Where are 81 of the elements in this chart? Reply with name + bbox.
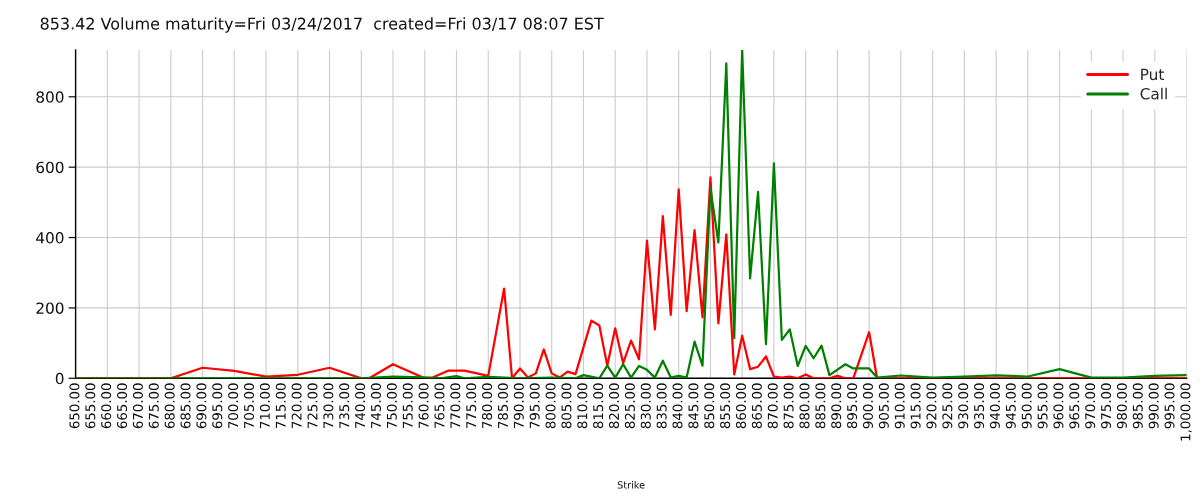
x-tick-label: 815.00 xyxy=(593,383,604,429)
x-tick-label: 745.00 xyxy=(370,383,382,429)
x-tick-label: 850.00 xyxy=(704,383,715,429)
x-tick-label: 955.00 xyxy=(1037,383,1048,429)
x-tick-label: 865.00 xyxy=(751,383,762,429)
x-tick-label: 715.00 xyxy=(275,383,286,429)
x-tick-label: 775.00 xyxy=(466,383,477,429)
x-tick-label: 940.00 xyxy=(989,383,1000,429)
y-tick-label: 600 xyxy=(36,161,64,174)
x-tick-label: 680.00 xyxy=(164,383,175,429)
x-tick-label: 860.00 xyxy=(735,383,747,429)
x-tick-label: 785.00 xyxy=(497,383,508,429)
y-tick-label: 0 xyxy=(55,372,64,385)
x-tick-label: 755.00 xyxy=(402,383,413,429)
x-tick-label: 985.00 xyxy=(1132,383,1143,429)
x-tick-label: 965.00 xyxy=(1069,383,1080,429)
x-tick-label: 900.00 xyxy=(862,383,874,429)
x-tick-label: 810.00 xyxy=(577,383,588,429)
x-tick-label: 780.00 xyxy=(482,383,493,429)
x-tick-label: 725.00 xyxy=(307,383,318,429)
x-tick-label: 800.00 xyxy=(545,383,556,429)
x-tick-label: 760.00 xyxy=(418,383,429,429)
x-tick-label: 875.00 xyxy=(783,383,794,429)
x-tick-label: 695.00 xyxy=(212,383,223,429)
x-tick-label: 910.00 xyxy=(894,383,905,429)
x-tick-label: 685.00 xyxy=(180,383,191,429)
x-tick-label: 925.00 xyxy=(942,383,953,429)
x-tick-label: 840.00 xyxy=(672,383,683,429)
x-tick-label: 820.00 xyxy=(608,383,620,429)
y-tick-label: 400 xyxy=(36,232,64,244)
legend-label: Call xyxy=(1140,87,1167,100)
x-tick-label: 830.00 xyxy=(640,383,651,429)
x-tick-label: 650.00 xyxy=(69,383,80,429)
x-tick-label: 980.00 xyxy=(1116,383,1127,429)
legend-label: Put xyxy=(1141,68,1164,81)
x-tick-label: 990.00 xyxy=(1148,383,1159,429)
x-tick-label: 730.00 xyxy=(323,383,334,429)
x-tick-label: 705.00 xyxy=(243,383,255,429)
x-tick-label: 935.00 xyxy=(974,383,985,429)
x-tick-label: 740.00 xyxy=(355,383,366,429)
x-tick-label: 675.00 xyxy=(148,383,159,429)
x-tick-label: 700.00 xyxy=(228,383,239,429)
x-tick-label: 710.00 xyxy=(259,383,270,429)
x-tick-label: 950.00 xyxy=(1021,383,1032,429)
x-tick-label: 880.00 xyxy=(799,383,810,429)
x-tick-label: 790.00 xyxy=(513,383,524,429)
x-tick-label: 835.00 xyxy=(656,383,667,429)
chart-title: 853.42 Volume maturity=Fri 03/24/2017 created=Fri 03/17 08:07 EST xyxy=(40,17,604,33)
x-tick-label: 960.00 xyxy=(1053,383,1064,429)
x-tick-label: 720.00 xyxy=(291,383,302,429)
x-tick-label: 970.00 xyxy=(1085,383,1096,429)
x-tick-label: 1,000.00 xyxy=(1180,383,1192,441)
x-tick-label: 855.00 xyxy=(720,383,731,429)
x-tick-label: 895.00 xyxy=(847,383,858,429)
x-tick-label: 975.00 xyxy=(1100,383,1112,429)
x-tick-label: 915.00 xyxy=(910,383,921,429)
x-tick-label: 920.00 xyxy=(926,383,937,429)
x-tick-label: 870.00 xyxy=(767,383,778,429)
y-tick-label: 200 xyxy=(36,302,64,314)
x-axis-title: Strike xyxy=(617,481,645,489)
x-tick-label: 665.00 xyxy=(117,383,128,429)
line-series xyxy=(75,50,1187,379)
x-tick-label: 945.00 xyxy=(1005,383,1016,429)
x-tick-label: 735.00 xyxy=(339,383,350,429)
x-tick-label: 825.00 xyxy=(624,383,635,429)
x-tick-label: 750.00 xyxy=(386,383,397,429)
y-tick-label: 800 xyxy=(36,91,64,103)
x-tick-label: 670.00 xyxy=(132,383,143,429)
x-tick-label: 995.00 xyxy=(1164,383,1175,429)
x-tick-label: 930.00 xyxy=(958,383,969,429)
x-tick-label: 805.00 xyxy=(561,383,572,429)
x-tick-label: 690.00 xyxy=(196,383,207,429)
x-tick-label: 905.00 xyxy=(878,383,889,429)
x-tick-label: 655.00 xyxy=(85,383,96,429)
x-tick-label: 770.00 xyxy=(450,383,461,429)
x-tick-label: 795.00 xyxy=(529,383,540,429)
x-tick-label: 890.00 xyxy=(831,383,842,429)
x-tick-label: 660.00 xyxy=(101,383,112,429)
x-tick-label: 765.00 xyxy=(434,383,445,429)
x-tick-label: 885.00 xyxy=(815,383,826,429)
x-tick-label: 845.00 xyxy=(688,383,699,429)
